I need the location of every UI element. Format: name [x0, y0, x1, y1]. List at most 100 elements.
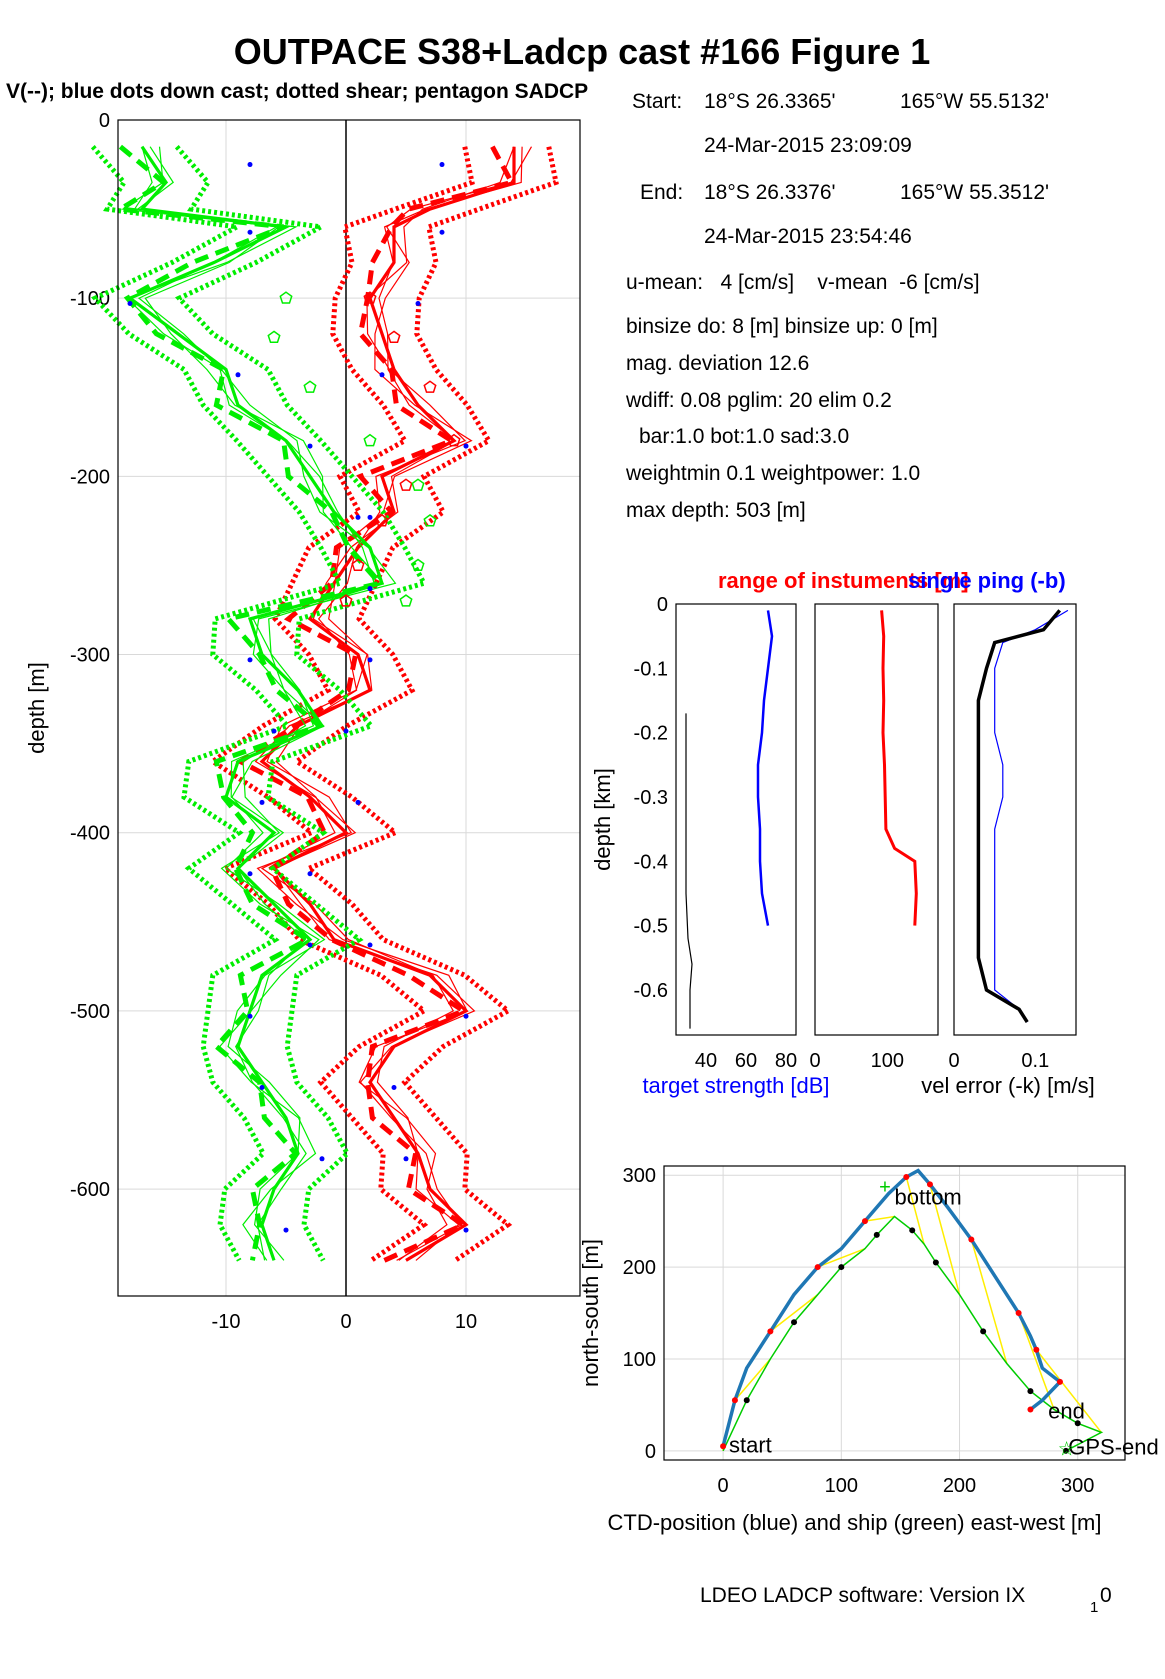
panel1-x-tick-label: 40: [695, 1050, 717, 1072]
ctd-position-dot: [1015, 1310, 1022, 1316]
ship-position-dot: [909, 1227, 916, 1234]
downcast-v-dot: [307, 443, 313, 449]
axes-frame: [675, 603, 797, 1036]
track-y-tick-label: 200: [623, 1257, 656, 1279]
bottom-target-line: [685, 713, 693, 1029]
sadcp-u-marker: [375, 513, 389, 527]
downcast-u-dot: [391, 1085, 397, 1091]
v-shear-envelope-0: [90, 145, 344, 1262]
instrument-range-line: [880, 610, 918, 926]
ctd-track-line: [721, 1168, 1063, 1447]
sadcp-u-marker: [387, 330, 401, 343]
ctd-position-dot: [861, 1218, 868, 1225]
cast-info: Start: 18°S 26.3365' 165°W 55.5132' 24-M…: [625, 90, 1049, 522]
ship-position-dot: [932, 1259, 939, 1266]
target-strength-label: target strength [dB]: [642, 1073, 829, 1098]
panel-y-tick-label: 0: [657, 594, 668, 616]
instrument-range-plot: 40 60 80 0 -0.1 -0.2 -0.3 -0.4 -0.5 -0.6 0 100 0 0.1 r…: [590, 568, 1095, 1098]
bottom-label: bottom: [895, 1185, 962, 1210]
binsize: binsize do: 8 [m] binsize up: 0 [m]: [626, 315, 938, 338]
track-y-tick-label: 300: [623, 1165, 656, 1187]
panel-y-axis-label: depth [km]: [590, 768, 615, 871]
x-tick-label: -10: [212, 1311, 241, 1333]
end-lon: 165°W 55.3512': [900, 181, 1049, 204]
end-label: End:: [640, 181, 683, 204]
u-v-mean: u-mean: 4 [cm/s] v-mean -6 [cm/s]: [626, 271, 980, 294]
downcast-u-dot: [307, 871, 313, 877]
footer: LDEO LADCP software: Version IX 1 0: [700, 1584, 1112, 1616]
sadcp-v-marker: [411, 558, 425, 572]
vel-error-label: vel error (-k) [m/s]: [921, 1073, 1095, 1098]
sadcp-v-marker: [423, 513, 437, 527]
bottom-marker: +: [879, 1177, 891, 1199]
u-ensemble-line-2: [256, 146, 533, 1261]
end-time: 24-Mar-2015 23:54:46: [704, 225, 912, 248]
downcast-u-dot: [439, 229, 445, 235]
sadcp-v-marker: [399, 594, 413, 607]
u-shear-envelope-0: [208, 146, 475, 1263]
sadcp-v-marker: [411, 478, 425, 491]
start-label: Start:: [632, 90, 682, 113]
range-panel-title: range of instuments [m]: [718, 568, 969, 593]
downcast-u-dot: [403, 1156, 409, 1162]
figure-subtitle: V(--); blue dots down cast; dotted shear…: [6, 80, 588, 103]
u-dashed-line: [235, 145, 516, 1263]
panel2-x-tick-label: 100: [871, 1050, 904, 1072]
end-lat: 18°S 26.3376': [704, 181, 836, 204]
weightmin: weightmin 0.1 weightpower: 1.0: [625, 462, 920, 485]
ship-position-dot: [1062, 1447, 1069, 1454]
downcast-v-dot: [259, 1085, 265, 1091]
track-y-tick-label: 0: [645, 1441, 656, 1463]
panel-y-tick-label: -0.4: [634, 851, 668, 873]
track-y-axis-label: north-south [m]: [578, 1239, 603, 1387]
downcast-u-dot: [439, 162, 445, 168]
sadcp-u-marker: [447, 433, 461, 447]
ctd-position-dot: [968, 1236, 975, 1243]
downcast-v-dot: [259, 799, 265, 805]
panel2-x-tick-label: 0: [809, 1050, 820, 1072]
downcast-v-dot: [307, 942, 313, 948]
start-time: 24-Mar-2015 23:09:09: [704, 134, 912, 157]
panel1-x-tick-label: 80: [775, 1050, 797, 1072]
start-lat: 18°S 26.3365': [704, 90, 836, 113]
footer-subscript: 1: [1090, 1599, 1098, 1616]
u-shear-envelope-1: [292, 146, 559, 1263]
ctd-position-dot: [814, 1264, 821, 1271]
track-x-tick-label: 200: [943, 1475, 976, 1497]
downcast-u-dot: [415, 301, 421, 307]
track-x-tick-label: 300: [1061, 1475, 1094, 1497]
y-tick-label: -400: [70, 823, 110, 845]
ctd-ship-link: [734, 1358, 771, 1401]
ctd-position-dot: [720, 1443, 727, 1450]
downcast-u-dot: [463, 443, 469, 449]
axes-frame: [117, 119, 581, 1297]
sadcp-v-marker: [363, 433, 377, 447]
sadcp-v-marker: [267, 330, 281, 343]
v-ensemble-line-2: [121, 146, 385, 1261]
axes-frame: [814, 603, 939, 1036]
v-profile-line: [126, 145, 385, 1261]
end-label: end: [1048, 1399, 1085, 1424]
y-tick-label: -500: [70, 1001, 110, 1023]
u-ensemble-line-1: [254, 146, 523, 1261]
downcast-v-dot: [235, 372, 241, 378]
ship-position-dot: [791, 1319, 798, 1326]
panel-y-tick-label: -0.3: [634, 787, 668, 809]
downcast-u-dot: [463, 1227, 469, 1233]
ship-position-dot: [1027, 1388, 1034, 1395]
ctd-position-dot: [767, 1328, 774, 1335]
start-lon: 165°W 55.5132': [900, 90, 1049, 113]
y-tick-label: -200: [70, 466, 110, 488]
y-tick-label: -300: [70, 645, 110, 667]
sadcp-u-marker: [351, 558, 365, 572]
downcast-v-dot: [247, 162, 253, 168]
sadcp-v-marker: [303, 380, 317, 393]
downcast-v-dot: [367, 586, 373, 592]
panel-y-tick-label: -0.2: [634, 723, 668, 745]
axes-frame: [663, 1165, 1126, 1461]
panel-y-tick-label: -0.6: [634, 980, 668, 1002]
ctd-track-plot: 0 100 200 300 0 100 200 300 start bottom end GPS-en…: [578, 1165, 1159, 1535]
panel3-x-tick-label: 0.1: [1021, 1050, 1049, 1072]
v-shear-envelope-1: [174, 145, 428, 1262]
